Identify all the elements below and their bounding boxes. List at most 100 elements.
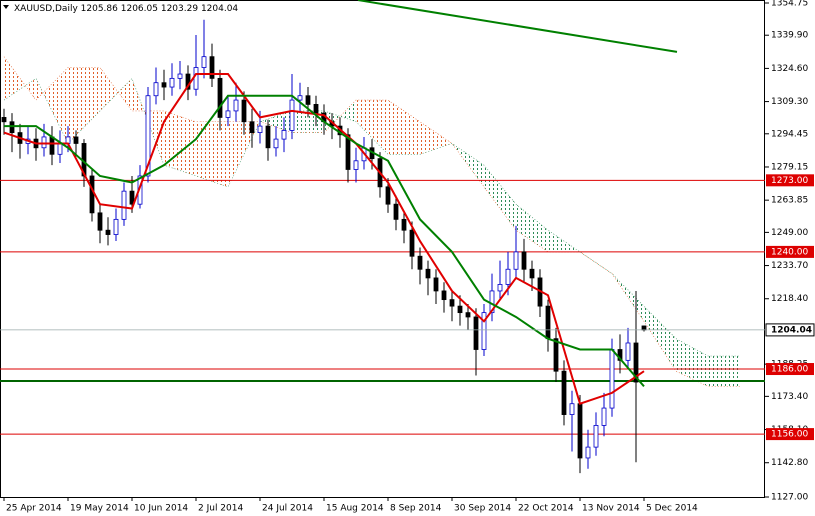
cloud-segment [676,338,708,387]
y-tick-label: 1324.60 [771,64,808,74]
kijun-line [4,94,645,388]
candle-body [257,125,263,134]
level-label-box [766,363,814,376]
cloud-segment [4,56,36,101]
high: 1206.05 [121,4,158,14]
candle-body [121,190,127,220]
candle-body [153,82,159,97]
level-label: 1186.00 [771,365,808,375]
x-tick-label: 10 Jun 2014 [134,504,188,514]
candle-body [289,99,295,131]
candle-body [217,77,223,118]
plot-frame [0,0,765,498]
candle-body [457,305,463,314]
candle-body [209,56,215,79]
candle-body [145,95,151,177]
candle-body [473,316,479,350]
cloud-segment [644,306,676,372]
candle-body [601,407,607,426]
cloud-segment [420,121,452,155]
candle-body [305,95,311,105]
low: 1203.29 [161,4,198,14]
candle-body [417,255,423,270]
candle-body [201,56,207,68]
level-label-box [766,245,814,258]
candle-body [521,251,527,270]
y-tick-label: 1263.85 [771,196,808,206]
x-tick-label: 19 May 2014 [70,504,129,514]
last-price-box [765,323,815,337]
candle-body [545,305,551,340]
candle-body [161,82,167,88]
candle-body [585,446,591,459]
candle-body [553,338,559,372]
trend-line [357,0,678,53]
candle-body [1,117,7,123]
candle-body [385,186,391,205]
x-tick-label: 5 Dec 2014 [646,504,698,514]
y-tick-label: 1354.75 [771,0,808,9]
candle-body [449,299,455,307]
open: 1205.86 [81,4,118,14]
x-tick-label: 15 Aug 2014 [326,504,384,514]
header-arrow [3,5,9,9]
y-tick-label: 1339.90 [771,31,808,41]
candle-body [561,370,567,415]
candle-body [297,95,303,101]
level-label: 1240.00 [771,247,808,257]
candle-body [465,312,471,318]
chart-header: XAUUSD,Daily 1205.86 1206.05 1203.29 120… [14,4,238,14]
candle-body [57,143,63,155]
marks [0,0,765,474]
candle-body [425,268,431,279]
cloud-segment [196,121,228,187]
candle-body [625,342,631,361]
cloud-segment [484,165,516,231]
y-tick-label: 1309.30 [771,97,808,107]
candle-body [313,104,319,114]
candle-body [281,130,287,140]
candle-body [441,290,447,301]
cloud-segment [356,100,388,155]
cloud-segment [36,67,68,144]
candle-body [273,138,279,149]
cloud-segment [68,67,100,144]
candle-body [41,136,47,149]
y-tick-label: 1233.70 [771,261,808,271]
level-label-box [766,428,814,441]
candle-body [345,134,351,170]
y-tick-label: 1218.40 [771,294,808,304]
candle-body [641,325,647,331]
candle-body [249,121,255,134]
candle-body [497,284,503,292]
cloud-segment [708,356,740,387]
y-tick-label: 1142.80 [771,458,808,468]
candle-body [265,125,271,149]
y-tick-label: 1249.00 [771,228,808,238]
candle-body [97,212,103,231]
cloud-segment [516,204,548,252]
x-tick-label: 13 Nov 2014 [582,504,640,514]
candle-body [401,218,407,231]
candle-body [529,268,535,279]
candle-body [169,77,175,88]
x-tick-label: 30 Sep 2014 [454,504,511,514]
cloud-edge [3,77,740,357]
candle-body [513,251,519,270]
candle-body [105,229,111,235]
candle-body [481,312,487,350]
cloud-edge [3,56,740,387]
level-label: 1156.00 [771,430,808,440]
candle-body [433,277,439,292]
candle-body [409,229,415,257]
x-tick-label: 2 Jul 2014 [198,504,243,514]
x-tick-label: 24 Jul 2014 [262,504,313,514]
x-tick-label: 8 Sep 2014 [390,504,442,514]
candle-body [113,218,119,235]
candle-body [129,190,135,205]
y-tick-label: 1173.40 [771,392,808,402]
candle-body [193,67,199,90]
y-tick-label: 1279.15 [771,162,808,172]
